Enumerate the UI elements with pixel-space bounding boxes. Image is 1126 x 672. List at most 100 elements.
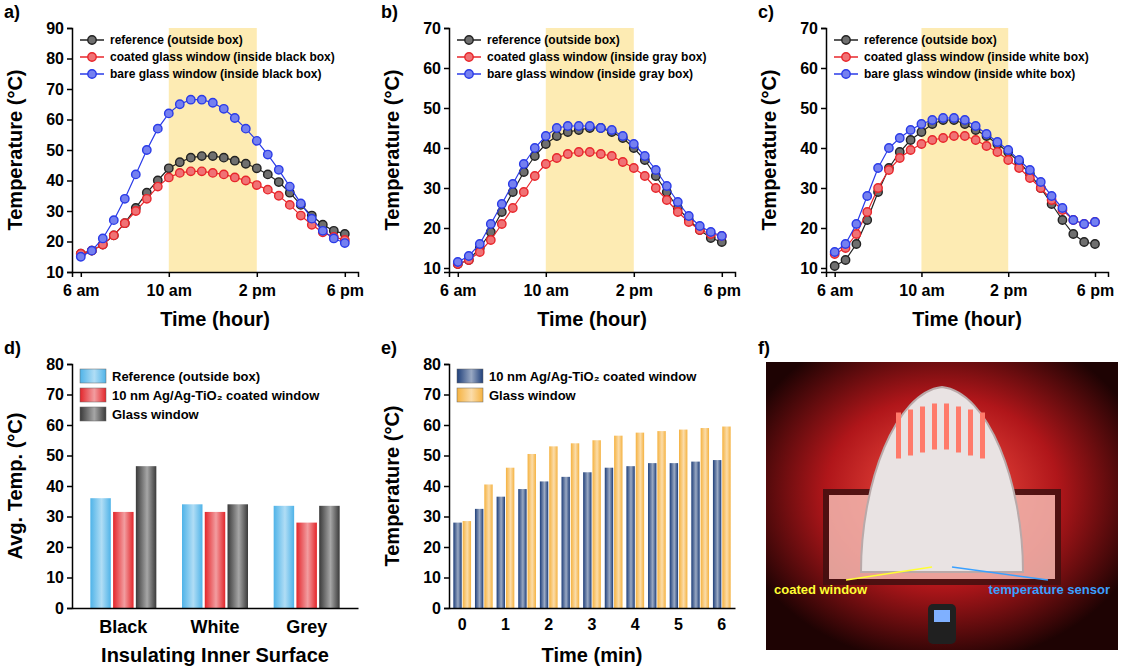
y-tick-label: 50 — [800, 100, 818, 117]
x-tick-label: 6 pm — [1077, 282, 1114, 299]
x-tick-label: 5 — [674, 616, 683, 633]
point — [165, 173, 173, 181]
y-tick-label: 10 — [46, 264, 64, 281]
series-line — [835, 120, 1095, 266]
plot-area — [453, 427, 730, 608]
x-tick-label: 6 am — [440, 282, 476, 299]
point — [982, 130, 990, 138]
point — [674, 208, 682, 216]
point — [542, 160, 550, 168]
point — [553, 124, 561, 132]
plot-content — [90, 466, 339, 608]
y-tick-mark — [444, 608, 449, 610]
x-tick-label: 6 — [717, 616, 726, 633]
point — [597, 124, 605, 132]
series-line — [458, 126, 722, 262]
y-tick-mark — [444, 455, 449, 457]
point — [275, 192, 283, 200]
y-tick: 70 — [46, 386, 72, 403]
axis-line — [444, 29, 450, 273]
legend-label: Glass window — [489, 388, 577, 403]
bar — [701, 428, 709, 608]
y-tick-mark — [444, 577, 449, 579]
point — [1015, 164, 1023, 172]
y-tick-mark — [67, 364, 72, 366]
point — [242, 176, 250, 184]
y-tick-mark — [67, 608, 72, 610]
x-axis-title: Time (hour) — [160, 308, 270, 330]
point — [242, 124, 250, 132]
bar — [136, 466, 156, 608]
point — [885, 144, 893, 152]
point — [454, 258, 462, 266]
point — [110, 231, 118, 239]
legend-label: coated glass window (inside gray box) — [487, 50, 706, 64]
point — [308, 214, 316, 222]
y-tick-label: 10 — [423, 260, 441, 277]
y-tick-label: 30 — [46, 203, 64, 220]
legend-marker — [465, 53, 473, 61]
legend-item: reference (outside box) — [834, 33, 997, 47]
x-tick-label: 10 am — [147, 282, 192, 299]
y-tick-label: 30 — [423, 508, 441, 525]
bar — [614, 436, 622, 608]
point — [1004, 156, 1012, 164]
annotation: coated window — [774, 582, 868, 597]
y-tick-label: 50 — [46, 447, 64, 464]
x-tick: 10 am — [147, 272, 192, 299]
x-tick-label: 0 — [458, 616, 467, 633]
bar — [518, 489, 526, 608]
point — [88, 246, 96, 254]
x-tick-label: 6 pm — [704, 282, 741, 299]
axis-line — [450, 273, 736, 278]
point — [663, 182, 671, 190]
plot-content — [77, 28, 349, 272]
x-tick-mark — [458, 272, 460, 277]
point — [575, 148, 583, 156]
x-tick-mark — [722, 272, 724, 277]
point — [498, 220, 506, 228]
y-tick-label: 90 — [46, 20, 64, 37]
y-tick-label: 70 — [800, 20, 818, 37]
y-tick-label: 40 — [46, 478, 64, 495]
x-tick-mark — [546, 272, 548, 277]
y-tick-mark — [67, 425, 72, 427]
point — [264, 170, 272, 178]
x-tick: 10 am — [899, 272, 944, 299]
y-tick-label: 10 — [423, 569, 441, 586]
point — [77, 253, 85, 261]
x-axis-title: Time (hour) — [537, 308, 647, 330]
lamp-slot — [896, 413, 901, 459]
point — [88, 246, 96, 254]
legend-marker — [842, 70, 850, 78]
point — [586, 148, 594, 156]
point — [1004, 146, 1012, 154]
point — [608, 152, 616, 160]
point — [961, 132, 969, 140]
legend-marker — [465, 70, 473, 78]
legend-item: 10 nm Ag/Ag-TiO₂ coated window — [457, 369, 697, 384]
point — [586, 122, 594, 130]
bar — [205, 512, 225, 608]
y-tick: 30 — [46, 508, 72, 525]
y-tick-label: 30 — [46, 508, 64, 525]
y-tick-label: 0 — [55, 600, 64, 617]
x-tick-label: 4 — [631, 616, 640, 633]
point — [264, 185, 272, 193]
panel: 012345601020304050607080e)Temperature (°… — [381, 338, 736, 666]
x-tick-label: 6 pm — [327, 282, 364, 299]
y-tick-label: 20 — [423, 539, 441, 556]
x-tick: Grey — [286, 617, 327, 637]
bar — [648, 463, 656, 608]
x-tick-label: 6 am — [817, 282, 853, 299]
axis-line — [444, 365, 450, 609]
legend-item: coated glass window (inside gray box) — [457, 50, 706, 64]
point — [841, 256, 849, 264]
figure-canvas: 6 am10 am2 pm6 pm102030405060708090a)Tem… — [0, 0, 1126, 672]
point — [718, 232, 726, 240]
point — [575, 122, 583, 130]
bar — [605, 468, 613, 608]
bar — [463, 521, 471, 608]
point — [1026, 174, 1034, 182]
legend-item: bare glass window (inside gray box) — [457, 67, 693, 81]
